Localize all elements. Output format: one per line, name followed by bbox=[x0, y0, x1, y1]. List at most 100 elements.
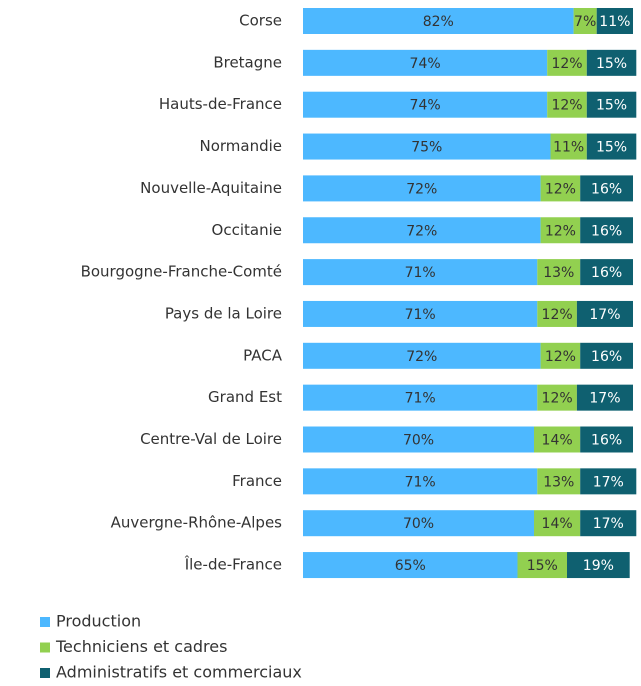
bar-segment bbox=[540, 175, 581, 202]
category-label: Île-de-France bbox=[184, 555, 282, 574]
category-label: Pays de la Loire bbox=[165, 304, 282, 322]
value-label: 14% bbox=[542, 516, 573, 532]
legend-label: Techniciens et cadres bbox=[55, 637, 227, 656]
bar-segment bbox=[580, 510, 637, 537]
bar-segment bbox=[534, 426, 581, 453]
value-label: 15% bbox=[527, 558, 558, 574]
bar-segment bbox=[596, 8, 633, 34]
bar-segment bbox=[303, 217, 541, 244]
bar-segment bbox=[537, 468, 581, 495]
category-label: Auvergne-Rhône-Alpes bbox=[111, 514, 283, 532]
value-label: 12% bbox=[545, 181, 576, 197]
bar-segment bbox=[586, 91, 637, 118]
value-label: 12% bbox=[551, 98, 582, 114]
value-label: 74% bbox=[410, 56, 441, 72]
value-label: 16% bbox=[591, 181, 622, 197]
value-label: 13% bbox=[543, 265, 574, 281]
bar-segment bbox=[537, 259, 581, 286]
category-label: Bourgogne-Franche-Comté bbox=[81, 263, 282, 281]
value-label: 11% bbox=[553, 140, 584, 156]
bar-segment bbox=[534, 510, 581, 537]
bar-segment bbox=[303, 8, 574, 34]
value-label: 16% bbox=[591, 223, 622, 239]
value-label: 12% bbox=[545, 349, 576, 365]
value-label: 75% bbox=[411, 140, 442, 156]
value-label: 12% bbox=[542, 391, 573, 407]
bar-segment bbox=[303, 300, 538, 327]
bar-segment bbox=[576, 300, 633, 327]
bar-segment bbox=[573, 8, 597, 34]
bar-segment bbox=[550, 133, 587, 160]
value-label: 16% bbox=[591, 433, 622, 449]
category-label: Grand Est bbox=[208, 388, 282, 406]
bar-segment bbox=[580, 426, 633, 453]
value-label: 7% bbox=[574, 14, 596, 30]
legend-swatch bbox=[40, 617, 50, 627]
bar-segment bbox=[567, 552, 630, 579]
bar-segment bbox=[540, 217, 581, 244]
bar-segment bbox=[547, 91, 587, 118]
legend-swatch bbox=[40, 668, 50, 678]
value-label: 16% bbox=[591, 265, 622, 281]
bar-segment bbox=[580, 175, 633, 202]
value-label: 72% bbox=[406, 181, 437, 197]
legend-swatch bbox=[40, 642, 50, 653]
category-label: Hauts-de-France bbox=[159, 95, 282, 113]
value-label: 17% bbox=[589, 307, 620, 323]
legend-label: Administratifs et commerciaux bbox=[56, 663, 302, 682]
bar-segment bbox=[303, 49, 548, 76]
category-label: Centre-Val de Loire bbox=[140, 430, 282, 448]
bar-segment bbox=[580, 259, 633, 286]
bar-segment bbox=[303, 175, 541, 202]
bar-segment bbox=[540, 342, 581, 369]
value-label: 72% bbox=[406, 349, 437, 365]
bar-segment bbox=[303, 133, 551, 160]
category-label: France bbox=[232, 472, 282, 490]
value-label: 70% bbox=[403, 433, 434, 449]
bar-segment bbox=[303, 91, 548, 118]
bar-segment bbox=[537, 384, 577, 411]
bar-segment bbox=[303, 384, 538, 411]
category-label: Nouvelle-Aquitaine bbox=[140, 179, 282, 197]
bar-segment bbox=[303, 552, 518, 579]
value-label: 72% bbox=[406, 223, 437, 239]
value-label: 15% bbox=[596, 140, 627, 156]
value-label: 17% bbox=[593, 474, 624, 490]
bar-segment bbox=[580, 217, 633, 244]
value-label: 74% bbox=[410, 98, 441, 114]
value-label: 16% bbox=[591, 349, 622, 365]
bar-segment bbox=[547, 49, 587, 76]
value-label: 11% bbox=[599, 14, 630, 30]
bar-segment bbox=[303, 342, 541, 369]
bar-segment bbox=[303, 259, 538, 286]
bar-segment bbox=[303, 468, 538, 495]
value-label: 12% bbox=[545, 223, 576, 239]
value-label: 12% bbox=[542, 307, 573, 323]
value-label: 17% bbox=[593, 516, 624, 532]
value-label: 65% bbox=[395, 558, 426, 574]
value-label: 71% bbox=[405, 307, 436, 323]
value-label: 71% bbox=[405, 265, 436, 281]
value-label: 82% bbox=[423, 14, 454, 30]
legend-label: Production bbox=[56, 612, 141, 631]
bar-segment bbox=[517, 552, 567, 579]
bar-segment bbox=[586, 49, 637, 76]
value-label: 71% bbox=[405, 391, 436, 407]
category-label: Corse bbox=[239, 12, 282, 30]
category-label: Normandie bbox=[199, 137, 282, 155]
value-label: 70% bbox=[403, 516, 434, 532]
value-label: 15% bbox=[596, 56, 627, 72]
bar-segment bbox=[303, 426, 534, 453]
bar-segment bbox=[586, 133, 637, 160]
bar-segment bbox=[580, 342, 633, 369]
value-label: 13% bbox=[543, 474, 574, 490]
value-label: 12% bbox=[551, 56, 582, 72]
value-label: 15% bbox=[596, 98, 627, 114]
value-label: 17% bbox=[589, 391, 620, 407]
bar-segment bbox=[580, 468, 637, 495]
bar-segment bbox=[537, 300, 577, 327]
value-label: 14% bbox=[542, 433, 573, 449]
category-label: PACA bbox=[243, 346, 283, 364]
category-label: Bretagne bbox=[213, 53, 282, 71]
